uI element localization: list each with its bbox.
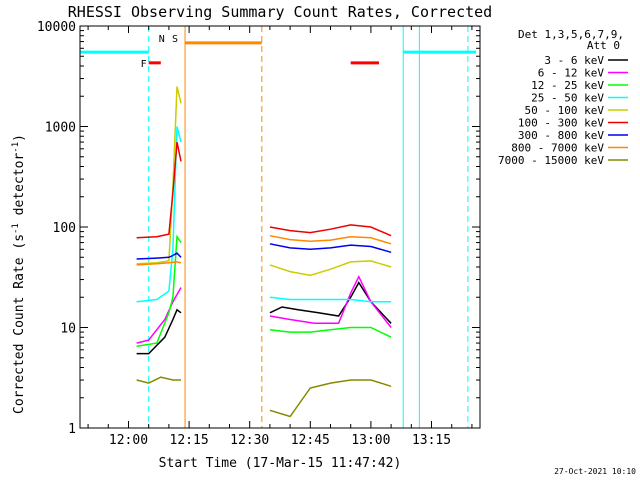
- series-2-segment-1: [269, 326, 392, 338]
- series-8-segment-0: [136, 376, 181, 384]
- series-4-segment-1: [269, 260, 392, 277]
- series-0-segment-1: [269, 281, 392, 324]
- y-tick-label-2: 100: [53, 221, 76, 236]
- y-axis-label-exponent: -1: [11, 223, 21, 234]
- series-1-segment-0: [136, 287, 182, 344]
- legend-label-2: 12 - 25 keV: [531, 79, 604, 92]
- legend-label-5: 100 - 300 keV: [518, 117, 604, 130]
- x-tick-label-5: 13:15: [412, 433, 451, 448]
- series-6-segment-1: [269, 243, 392, 254]
- legend-label-3: 25 - 50 keV: [531, 92, 604, 105]
- series-5-segment-1: [269, 224, 392, 237]
- x-axis: 12:00 12:15 12:30 12:45 13:00 13:15: [87, 26, 473, 448]
- legend-label-8: 7000 - 15000 keV: [498, 154, 604, 167]
- y-axis-label-end: ): [12, 134, 27, 142]
- plot-frame: [79, 25, 481, 429]
- interval-label-1: N: [159, 34, 165, 45]
- y-axis-label-start: Corrected Count Rate (s: [12, 234, 27, 414]
- interval-label-3: S: [172, 34, 178, 45]
- chart-title: RHESSI Observing Summary Count Rates, Co…: [68, 3, 492, 21]
- legend-label-4: 50 - 100 keV: [525, 104, 605, 117]
- legend-label-6: 300 - 800 keV: [518, 129, 604, 142]
- series-5-segment-0: [136, 141, 182, 239]
- x-tick-label-0: 12:00: [109, 433, 148, 448]
- series-7-segment-0: [136, 261, 182, 266]
- instrument-state-intervals: N F S: [80, 34, 476, 70]
- y-tick-label-0: 1: [68, 422, 76, 437]
- series-3-segment-0: [136, 126, 182, 303]
- y-tick-label-1: 10: [60, 322, 76, 337]
- x-tick-label-2: 12:30: [230, 433, 269, 448]
- legend-label-0: 3 - 6 keV: [544, 54, 604, 67]
- legend-title-1: Att 0: [587, 39, 620, 52]
- y-axis-label: Corrected Count Rate (s-1 detector-1): [11, 134, 27, 414]
- x-tick-label-3: 12:45: [291, 433, 330, 448]
- series-0-segment-0: [136, 308, 182, 355]
- series-6-segment-0: [136, 252, 182, 260]
- y-axis-label-exponent-2: -1: [11, 142, 21, 153]
- series-3-segment-1: [269, 296, 392, 303]
- legend-title-0: Det 1,3,5,6,7,9,: [518, 28, 624, 41]
- y-axis: 1 10 100 1000 10000: [37, 20, 480, 437]
- legend-label-7: 800 - 7000 keV: [511, 142, 604, 155]
- series-7-segment-1: [269, 234, 392, 245]
- y-tick-label-3: 1000: [45, 121, 76, 136]
- series-4-segment-0: [136, 86, 182, 265]
- x-tick-label-4: 13:00: [351, 433, 390, 448]
- y-tick-label-4: 10000: [37, 20, 76, 35]
- series-1-segment-1: [269, 274, 392, 328]
- y-axis-label-middle: detector: [12, 153, 27, 224]
- interval-label-2: F: [141, 59, 147, 70]
- series-lines: [136, 86, 392, 418]
- series-8-segment-1: [269, 379, 392, 418]
- x-axis-label: Start Time (17-Mar-15 11:47:42): [159, 456, 402, 471]
- x-tick-label-1: 12:15: [170, 433, 209, 448]
- legend-label-1: 6 - 12 keV: [538, 67, 605, 80]
- date-stamp: 27-Oct-2021 10:10: [554, 467, 636, 476]
- series-2-segment-0: [136, 234, 182, 348]
